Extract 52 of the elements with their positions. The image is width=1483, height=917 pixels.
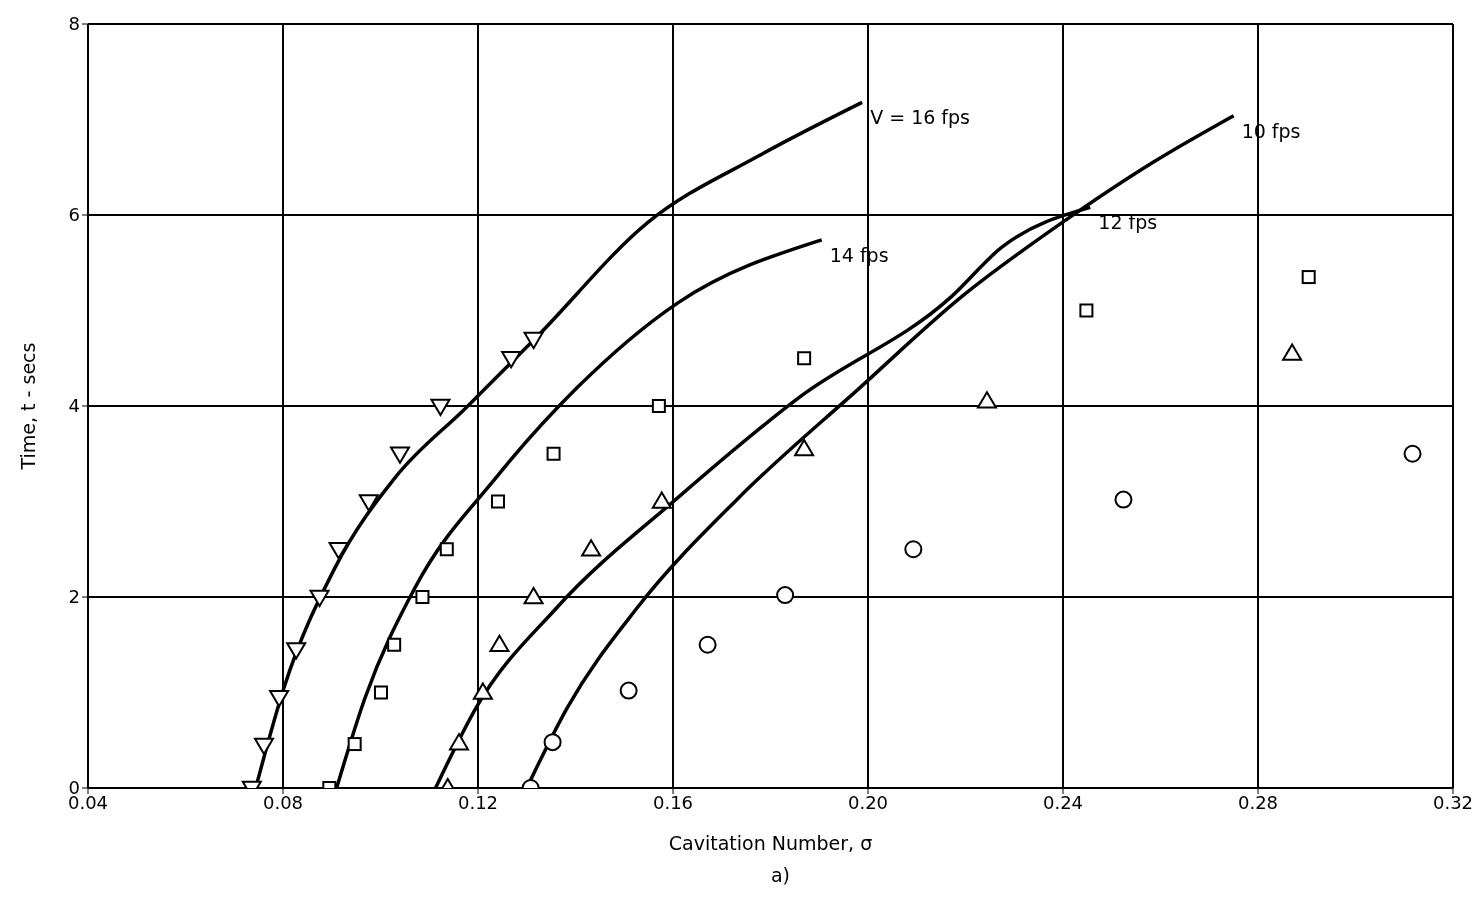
x-tick-label: 0.28 — [1237, 791, 1279, 813]
x-tick-label: 0.16 — [652, 791, 694, 813]
point — [546, 446, 561, 461]
point — [1282, 343, 1303, 361]
point — [448, 733, 469, 751]
point — [415, 590, 430, 604]
point — [651, 399, 666, 413]
y-tick-label: 6 — [68, 204, 80, 226]
point — [347, 737, 362, 752]
point — [543, 733, 562, 752]
y-tick-label: 4 — [68, 395, 80, 417]
x-tick-label: 0.12 — [457, 791, 499, 813]
x-tick-label: 0.20 — [847, 791, 889, 813]
point — [501, 350, 522, 369]
text: a) — [769, 864, 792, 886]
x-tick-label: 0.32 — [1432, 791, 1474, 813]
point — [1114, 490, 1133, 509]
point — [328, 541, 349, 560]
point — [309, 589, 330, 607]
point — [651, 491, 672, 509]
point — [358, 494, 379, 512]
y-axis-title: Time, t - secs — [16, 342, 39, 471]
point — [286, 642, 307, 660]
point — [490, 494, 505, 509]
x-tick-label: 0.24 — [1042, 791, 1084, 813]
point — [430, 398, 451, 416]
point — [1301, 270, 1316, 285]
point — [581, 539, 602, 557]
point — [439, 542, 454, 557]
point — [776, 586, 795, 605]
point — [390, 446, 410, 464]
point — [1079, 303, 1094, 318]
x-tick-label: 0.08 — [262, 791, 304, 813]
y-tick-label: 8 — [68, 13, 80, 35]
point — [472, 682, 493, 700]
point — [387, 637, 402, 652]
point — [373, 685, 388, 700]
x-axis-title: Cavitation Number, σ — [668, 832, 873, 854]
point — [619, 681, 638, 700]
point — [1403, 444, 1422, 463]
point — [797, 351, 812, 366]
point — [698, 635, 717, 654]
point — [794, 438, 815, 457]
point — [269, 689, 290, 708]
point — [904, 540, 923, 559]
point — [523, 587, 544, 605]
point — [489, 634, 510, 653]
series-label: V = 16 fps — [870, 106, 971, 129]
y-tick-label: 2 — [68, 586, 80, 608]
point — [253, 737, 274, 756]
point — [976, 391, 997, 409]
point — [523, 331, 544, 350]
